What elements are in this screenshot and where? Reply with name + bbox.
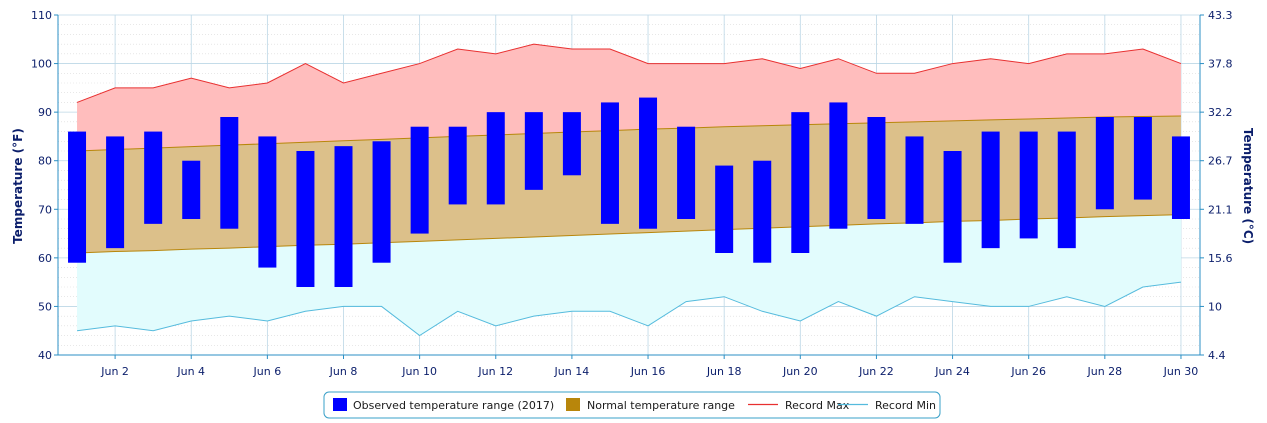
x-tick-label: Jun 20 (782, 365, 818, 378)
y-left-tick-label: 50 (38, 300, 52, 313)
y-axis-right-ticks: 4.4 10 15.6 21.1 26.7 32.2 37.8 43.3 (1200, 9, 1233, 362)
legend-label-observed: Observed temperature range (2017) (353, 399, 554, 412)
observed-bar[interactable] (372, 141, 391, 263)
observed-bar[interactable] (334, 146, 353, 287)
observed-bar[interactable] (981, 131, 1000, 249)
observed-bar[interactable] (448, 126, 467, 205)
record-min-area (77, 214, 1181, 336)
y-axis-left-ticks: 40 50 60 70 80 90 100 110 (31, 9, 58, 362)
observed-bar[interactable] (943, 151, 962, 263)
observed-bar[interactable] (258, 136, 277, 268)
legend-box (323, 391, 941, 419)
observed-bar[interactable] (600, 102, 619, 224)
record-lines (76, 43, 1182, 337)
observed-bar[interactable] (1133, 117, 1152, 200)
y-right-tick-label: 26.7 (1208, 155, 1233, 168)
legend-swatch-normal (566, 398, 580, 411)
observed-bar[interactable] (791, 112, 810, 254)
observed-bar[interactable] (715, 165, 734, 253)
x-axis-ticks: Jun 2 Jun 4 Jun 6 Jun 8 Jun 10 Jun 12 Jun 14 Ju… (100, 355, 1198, 378)
legend-item-record-min[interactable]: Record Min (838, 399, 936, 412)
y-left-tick-label: 40 (38, 349, 52, 362)
record-max-line (76, 43, 1182, 103)
observed-bars (68, 97, 1190, 287)
axes (57, 15, 1201, 356)
y-left-tick-label: 90 (38, 106, 52, 119)
observed-bar[interactable] (639, 97, 658, 229)
observed-bar[interactable] (410, 126, 429, 234)
y-left-tick-label: 70 (38, 203, 52, 216)
observed-bar[interactable] (1095, 117, 1114, 210)
observed-bar[interactable] (867, 117, 886, 219)
x-tick-label: Jun 26 (1010, 365, 1046, 378)
x-tick-label: Jun 12 (477, 365, 513, 378)
observed-bar[interactable] (562, 112, 581, 176)
observed-bar[interactable] (829, 102, 848, 229)
normal-range-area (77, 116, 1181, 254)
x-tick-label: Jun 2 (100, 365, 129, 378)
y-left-tick-label: 60 (38, 252, 52, 265)
y-right-tick-label: 21.1 (1208, 203, 1233, 216)
y-axis-left-title: Temperature (°F) (11, 128, 25, 244)
observed-bar[interactable] (524, 112, 543, 190)
y-right-tick-label: 15.6 (1208, 252, 1233, 265)
legend-label-record-min: Record Min (875, 399, 936, 412)
x-tick-label: Jun 22 (858, 365, 894, 378)
y-axis-right-title: Temperature (°C) (1241, 128, 1255, 244)
y-right-tick-label: 10 (1208, 300, 1222, 313)
legend-item-observed[interactable]: Observed temperature range (2017) (333, 398, 554, 412)
legend-item-record-max[interactable]: Record Max (748, 399, 850, 412)
observed-bar[interactable] (753, 160, 772, 263)
x-tick-label: Jun 6 (253, 365, 282, 378)
x-tick-label: Jun 16 (630, 365, 666, 378)
x-tick-label: Jun 30 (1163, 365, 1199, 378)
y-left-tick-label: 100 (31, 58, 52, 71)
legend-label-normal: Normal temperature range (587, 399, 735, 412)
y-right-tick-label: 43.3 (1208, 9, 1233, 22)
record-min-line (76, 281, 1182, 337)
legend-label-record-max: Record Max (785, 399, 850, 412)
y-right-tick-label: 32.2 (1208, 106, 1233, 119)
x-tick-label: Jun 18 (706, 365, 742, 378)
legend-item-normal[interactable]: Normal temperature range (566, 398, 735, 412)
observed-bar[interactable] (220, 117, 239, 229)
observed-bar[interactable] (296, 151, 315, 287)
observed-bar[interactable] (677, 126, 696, 219)
observed-bar[interactable] (905, 136, 924, 224)
y-left-tick-label: 80 (38, 155, 52, 168)
x-tick-label: Jun 4 (176, 365, 205, 378)
observed-bar[interactable] (68, 131, 87, 263)
x-tick-label: Jun 24 (934, 365, 970, 378)
observed-bar[interactable] (1057, 131, 1076, 249)
y-left-tick-label: 110 (31, 9, 52, 22)
observed-bar[interactable] (486, 112, 505, 205)
observed-bar[interactable] (106, 136, 125, 249)
observed-bar[interactable] (182, 160, 201, 219)
observed-bar[interactable] (144, 131, 163, 224)
observed-bar[interactable] (1171, 136, 1190, 219)
x-tick-label: Jun 8 (329, 365, 358, 378)
x-tick-label: Jun 14 (554, 365, 590, 378)
record-max-area (77, 44, 1181, 152)
y-right-tick-label: 4.4 (1208, 349, 1226, 362)
observed-bar[interactable] (1019, 131, 1038, 239)
range-areas (77, 44, 1181, 336)
x-tick-label: Jun 10 (401, 365, 437, 378)
y-right-tick-label: 37.8 (1208, 58, 1233, 71)
legend-swatch-observed (333, 398, 347, 411)
x-tick-label: Jun 28 (1086, 365, 1122, 378)
legend: Observed temperature range (2017) Normal… (323, 391, 941, 419)
